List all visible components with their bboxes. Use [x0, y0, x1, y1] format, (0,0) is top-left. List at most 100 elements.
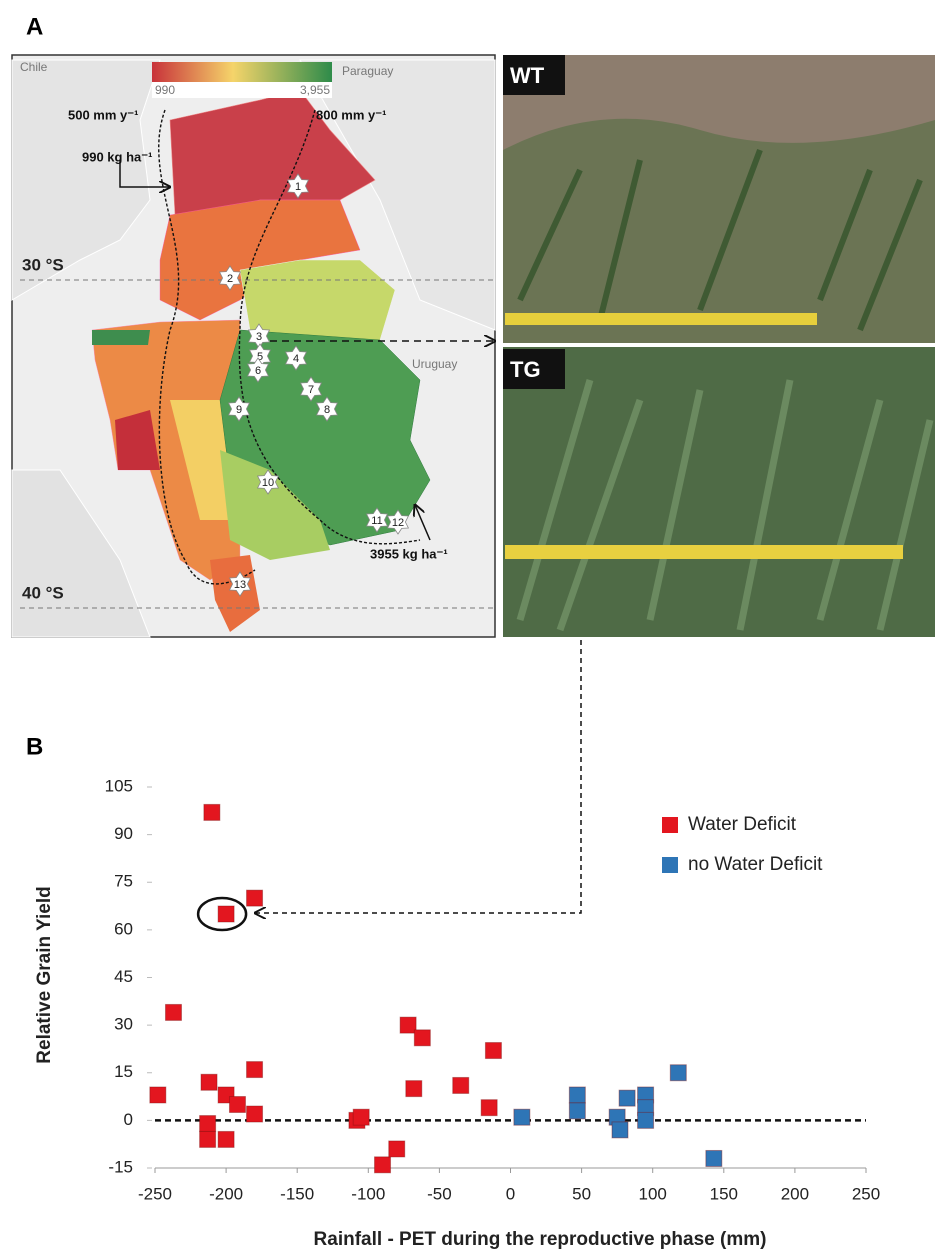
panel-label: A — [26, 13, 43, 40]
highlight — [196, 896, 248, 932]
point — [246, 889, 264, 907]
country-label: Chile — [20, 60, 48, 74]
point — [413, 1029, 431, 1047]
site-star — [299, 376, 323, 402]
point — [217, 905, 235, 923]
x-tick-label: 50 — [572, 1184, 591, 1203]
x-tick-label: -50 — [427, 1184, 452, 1203]
point — [568, 1086, 586, 1104]
y-tick-label: 15 — [114, 1062, 133, 1081]
photos: WT TG — [503, 55, 935, 637]
point — [203, 803, 221, 821]
point — [199, 1130, 217, 1148]
x-axis-title: Rainfall - PET during the reproductive p… — [314, 1229, 767, 1250]
site-label: 11 — [371, 515, 382, 527]
point — [568, 1102, 586, 1120]
y-tick-label: 0 — [124, 1110, 133, 1129]
x-tick-label: 200 — [781, 1184, 809, 1203]
point — [374, 1156, 392, 1174]
site-star — [256, 469, 280, 495]
site-star — [228, 571, 252, 597]
x-tick-label: -150 — [280, 1184, 314, 1203]
site-star — [227, 396, 251, 422]
point — [637, 1111, 655, 1129]
point — [352, 1108, 370, 1126]
isohyet-label: 500 mm y⁻¹ — [68, 107, 138, 122]
x-tick-label: 150 — [710, 1184, 738, 1203]
photo-label: WT — [510, 63, 545, 88]
country-label: Uruguay — [412, 357, 457, 371]
legend-label: no Water Deficit — [688, 854, 823, 875]
site-label: 2 — [227, 273, 233, 285]
site-label: 8 — [324, 404, 330, 416]
point — [399, 1016, 417, 1034]
yield-label: 3955 kg ha⁻¹ — [370, 546, 448, 561]
y-tick-label: 30 — [114, 1015, 133, 1034]
connector — [255, 640, 582, 913]
point — [228, 1096, 246, 1113]
point — [149, 1086, 167, 1104]
point — [246, 1061, 264, 1079]
point — [164, 1003, 182, 1021]
site-label: 12 — [392, 517, 404, 529]
x-tick-label: -250 — [138, 1184, 172, 1203]
legend-label: Water Deficit — [688, 814, 797, 835]
y-tick-label: -15 — [108, 1157, 133, 1176]
site-star — [365, 507, 389, 533]
x-tick-label: -100 — [351, 1184, 385, 1203]
y-tick-label: 45 — [114, 967, 133, 986]
photo-label: TG — [510, 357, 541, 382]
point — [513, 1108, 531, 1126]
point — [611, 1121, 629, 1139]
y-tick-label: 60 — [114, 919, 133, 938]
y-axis-title: Relative Grain Yield — [34, 886, 55, 1063]
point — [388, 1140, 406, 1158]
point — [669, 1064, 687, 1082]
x-tick-label: 0 — [506, 1184, 515, 1203]
x-tick-label: 250 — [852, 1184, 880, 1203]
site-label: 13 — [234, 579, 246, 591]
point — [484, 1042, 502, 1060]
y-tick-label: 105 — [105, 776, 133, 795]
x-tick-label: 100 — [639, 1184, 667, 1203]
point — [246, 1105, 264, 1123]
point — [452, 1076, 470, 1094]
yield-label: 990 kg ha⁻¹ — [82, 149, 152, 164]
point — [705, 1149, 723, 1167]
isohyet-label: 800 mm y⁻¹ — [316, 107, 386, 122]
site-label: 6 — [255, 365, 261, 377]
site-star — [286, 173, 310, 199]
site-label: 9 — [236, 404, 242, 416]
site-star — [284, 345, 308, 371]
scale-min: 990 — [155, 83, 175, 97]
site-star — [218, 265, 242, 291]
point — [199, 1115, 217, 1133]
point — [618, 1089, 636, 1107]
country-label: Paraguay — [342, 64, 393, 78]
site-label: 3 — [256, 331, 262, 343]
legend-swatch — [662, 857, 678, 873]
point — [200, 1073, 218, 1091]
site-star — [386, 509, 410, 535]
latitude-label: 40 °S — [22, 583, 64, 602]
scale-max: 3,955 — [300, 83, 330, 97]
point — [480, 1099, 498, 1117]
legend-swatch — [662, 817, 678, 833]
site-star — [246, 357, 270, 383]
latitude-label: 30 °S — [22, 255, 64, 274]
x-tick-label: -200 — [209, 1184, 243, 1203]
site-star — [315, 396, 339, 422]
panel-label: B — [26, 733, 43, 760]
site-label: 5 — [257, 351, 263, 363]
site-label: 7 — [308, 384, 314, 396]
point — [405, 1080, 423, 1098]
y-tick-label: 75 — [114, 872, 133, 891]
site-label: 10 — [262, 477, 274, 489]
y-tick-label: 90 — [114, 824, 133, 843]
point — [217, 1130, 235, 1148]
site-label: 4 — [293, 353, 299, 365]
site-label: 1 — [295, 181, 301, 193]
map: Chile Paraguay Uruguay 990 3,955 500 mm … — [11, 54, 496, 638]
